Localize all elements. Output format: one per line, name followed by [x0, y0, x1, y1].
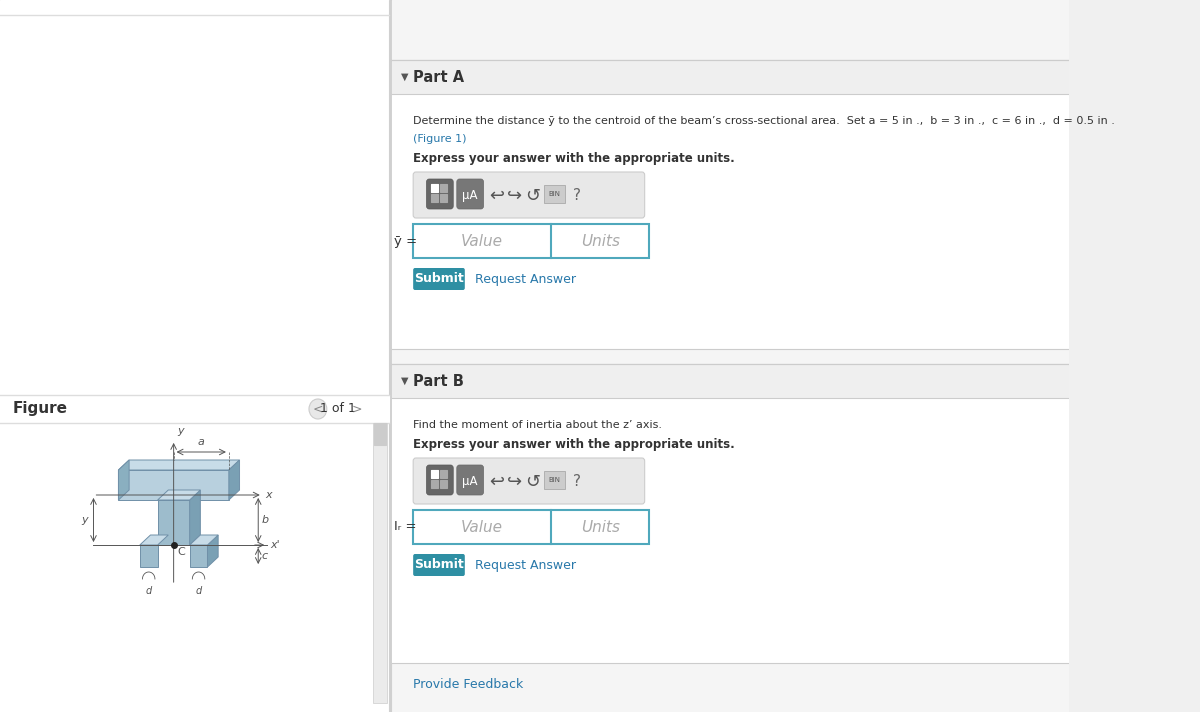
Bar	[391, 364, 1068, 398]
Text: d: d	[145, 586, 152, 596]
FancyBboxPatch shape	[457, 179, 484, 209]
Text: y: y	[178, 426, 184, 436]
Text: ↩: ↩	[490, 473, 504, 491]
Bar	[431, 184, 438, 192]
Text: Value: Value	[461, 520, 503, 535]
Text: ↺: ↺	[524, 187, 540, 205]
Text: ▼: ▼	[401, 376, 408, 386]
Bar	[0, 0, 1068, 1]
Bar	[544, 471, 565, 489]
Text: Request Answer: Request Answer	[475, 273, 576, 286]
Text: ↩: ↩	[490, 187, 504, 205]
Bar	[440, 184, 446, 192]
Text: y: y	[82, 515, 88, 525]
Text: Value: Value	[461, 234, 503, 248]
Polygon shape	[190, 545, 208, 567]
Bar	[389, 0, 391, 712]
Text: Iᵣ =: Iᵣ =	[394, 520, 416, 533]
Polygon shape	[208, 535, 218, 567]
Text: >: >	[352, 402, 362, 416]
Polygon shape	[190, 535, 218, 545]
Text: (Figure 1): (Figure 1)	[413, 134, 467, 144]
Bar	[391, 398, 1068, 663]
Bar	[391, 94, 1068, 349]
Text: C: C	[178, 547, 185, 557]
Text: Express your answer with the appropriate units.: Express your answer with the appropriate…	[413, 152, 734, 165]
Polygon shape	[157, 490, 200, 500]
Text: BIN: BIN	[548, 477, 560, 483]
FancyBboxPatch shape	[413, 458, 644, 504]
Polygon shape	[119, 460, 240, 470]
Bar	[373, 423, 388, 703]
Text: Express your answer with the appropriate units.: Express your answer with the appropriate…	[413, 438, 734, 451]
Bar	[431, 194, 438, 202]
Text: b: b	[262, 515, 269, 525]
Text: 1 of 1: 1 of 1	[319, 402, 355, 416]
Text: a: a	[198, 437, 205, 447]
Polygon shape	[157, 500, 190, 545]
FancyBboxPatch shape	[413, 554, 464, 576]
Bar	[413, 224, 649, 258]
Text: Units: Units	[581, 520, 619, 535]
Text: Submit: Submit	[414, 273, 464, 286]
Bar	[544, 185, 565, 203]
Text: ȳ =: ȳ =	[394, 234, 416, 248]
Text: Determine the distance ȳ to the centroid of the beam’s cross-sectional area.  Se: Determine the distance ȳ to the centroid…	[413, 116, 1115, 126]
Text: Part B: Part B	[413, 374, 464, 389]
Text: μΑ: μΑ	[462, 189, 478, 201]
Polygon shape	[190, 490, 200, 545]
Bar	[431, 480, 438, 488]
Text: Request Answer: Request Answer	[475, 558, 576, 572]
Text: Figure: Figure	[12, 402, 67, 417]
Text: ↺: ↺	[524, 473, 540, 491]
Bar	[391, 60, 1068, 94]
Bar	[440, 470, 446, 478]
Bar	[391, 0, 1068, 60]
Text: BIN: BIN	[548, 191, 560, 197]
FancyBboxPatch shape	[426, 179, 454, 209]
Polygon shape	[119, 460, 130, 500]
Polygon shape	[229, 460, 240, 500]
Bar	[431, 470, 438, 478]
Text: μΑ: μΑ	[462, 474, 478, 488]
Text: ↪: ↪	[508, 473, 522, 491]
Circle shape	[308, 399, 326, 419]
Text: ?: ?	[574, 189, 581, 204]
Text: d: d	[196, 586, 202, 596]
Bar	[374, 423, 386, 445]
FancyBboxPatch shape	[457, 465, 484, 495]
Bar	[440, 480, 446, 488]
Text: x: x	[265, 490, 272, 500]
Text: x': x'	[270, 540, 280, 550]
Text: ▼: ▼	[401, 72, 408, 82]
Polygon shape	[139, 535, 168, 545]
Text: Provide Feedback: Provide Feedback	[413, 678, 523, 691]
Bar	[0, 395, 389, 423]
Text: c: c	[262, 551, 268, 561]
Bar	[440, 194, 446, 202]
Text: Part A: Part A	[413, 70, 464, 85]
FancyBboxPatch shape	[413, 268, 464, 290]
Bar	[391, 0, 1068, 712]
Polygon shape	[119, 470, 229, 500]
Text: <: <	[313, 402, 323, 416]
Bar	[431, 184, 438, 192]
Bar	[0, 0, 389, 712]
Text: Find the moment of inertia about the z’ axis.: Find the moment of inertia about the z’ …	[413, 420, 662, 430]
Text: ?: ?	[574, 474, 581, 490]
FancyBboxPatch shape	[413, 172, 644, 218]
Bar	[413, 510, 649, 544]
Bar	[391, 349, 1068, 364]
Text: ↪: ↪	[508, 187, 522, 205]
Text: Submit: Submit	[414, 558, 464, 572]
FancyBboxPatch shape	[426, 465, 454, 495]
Text: Units: Units	[581, 234, 619, 248]
Bar	[431, 470, 438, 478]
Polygon shape	[139, 545, 157, 567]
